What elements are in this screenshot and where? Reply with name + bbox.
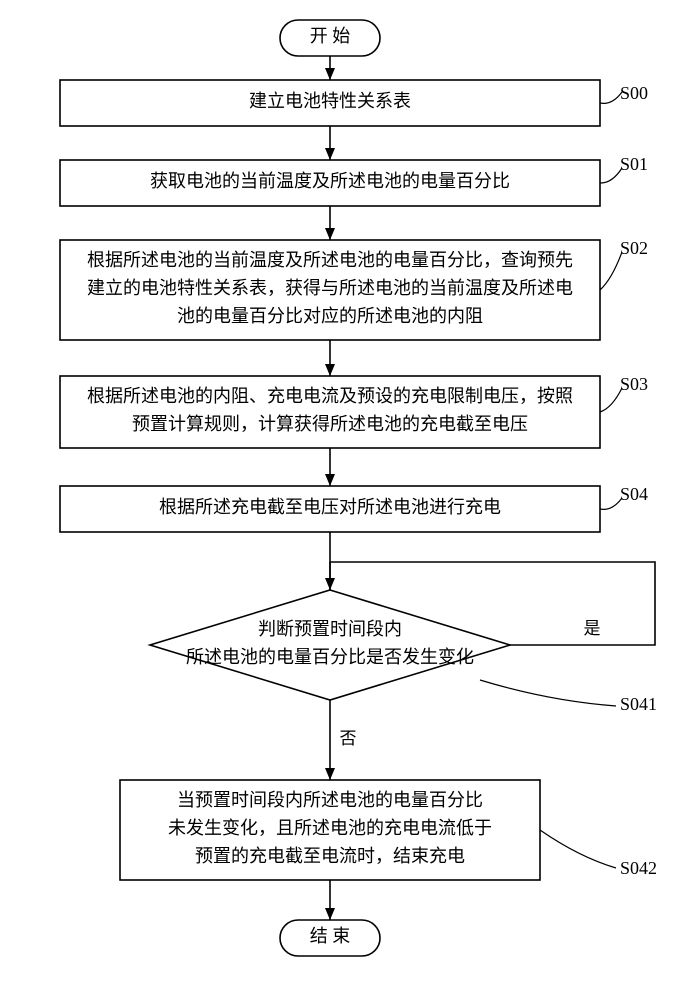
flow-text-s04-0: 根据所述充电截至电压对所述电池进行充电 (159, 497, 501, 517)
edge-label-6: 否 (340, 729, 357, 748)
label-hook-s01 (600, 168, 622, 183)
flow-text-s042-0: 当预置时间段内所述电池的电量百分比 (177, 790, 483, 810)
flow-text-s03-1: 预置计算规则，计算获得所述电池的充电截至电压 (132, 414, 528, 434)
step-label-s02: S02 (620, 238, 648, 258)
label-hook-s042 (540, 830, 616, 868)
label-hook-s03 (600, 388, 622, 412)
label-hook-s00 (600, 92, 622, 103)
step-label-s042: S042 (620, 858, 657, 878)
flow-text-s041-0: 判断预置时间段内 (258, 619, 402, 639)
flow-text-end-0: 结 束 (310, 926, 351, 946)
step-label-s03: S03 (620, 374, 648, 394)
flow-decision-s041 (150, 590, 510, 700)
label-hook-s02 (600, 252, 622, 290)
flow-text-s042-2: 预置的充电截至电流时，结束充电 (195, 846, 465, 866)
flow-text-s041-1: 所述电池的电量百分比是否发生变化 (186, 647, 474, 667)
yes-label: 是 (584, 619, 601, 638)
label-hook-s041 (480, 680, 616, 706)
flow-text-start-0: 开 始 (310, 26, 351, 46)
flow-text-s03-0: 根据所述电池的内阻、充电电流及预设的充电限制电压，按照 (87, 386, 573, 406)
flow-text-s02-1: 建立的电池特性关系表，获得与所述电池的当前温度及所述电 (87, 278, 573, 298)
label-hook-s04 (600, 498, 622, 509)
flowchart-svg: 开 始建立电池特性关系表获取电池的当前温度及所述电池的电量百分比根据所述电池的当… (0, 0, 700, 1000)
flow-text-s00-0: 建立电池特性关系表 (249, 91, 411, 111)
flow-text-s042-1: 未发生变化，且所述电池的充电电流低于 (168, 818, 492, 838)
step-label-s04: S04 (620, 484, 648, 504)
step-label-s01: S01 (620, 154, 648, 174)
flow-text-s02-0: 根据所述电池的当前温度及所述电池的电量百分比，查询预先 (87, 250, 573, 270)
step-label-s00: S00 (620, 83, 648, 103)
step-label-s041: S041 (620, 694, 657, 714)
flow-text-s01-0: 获取电池的当前温度及所述电池的电量百分比 (150, 171, 510, 191)
flow-text-s02-2: 池的电量百分比对应的所述电池的内阻 (177, 306, 483, 326)
